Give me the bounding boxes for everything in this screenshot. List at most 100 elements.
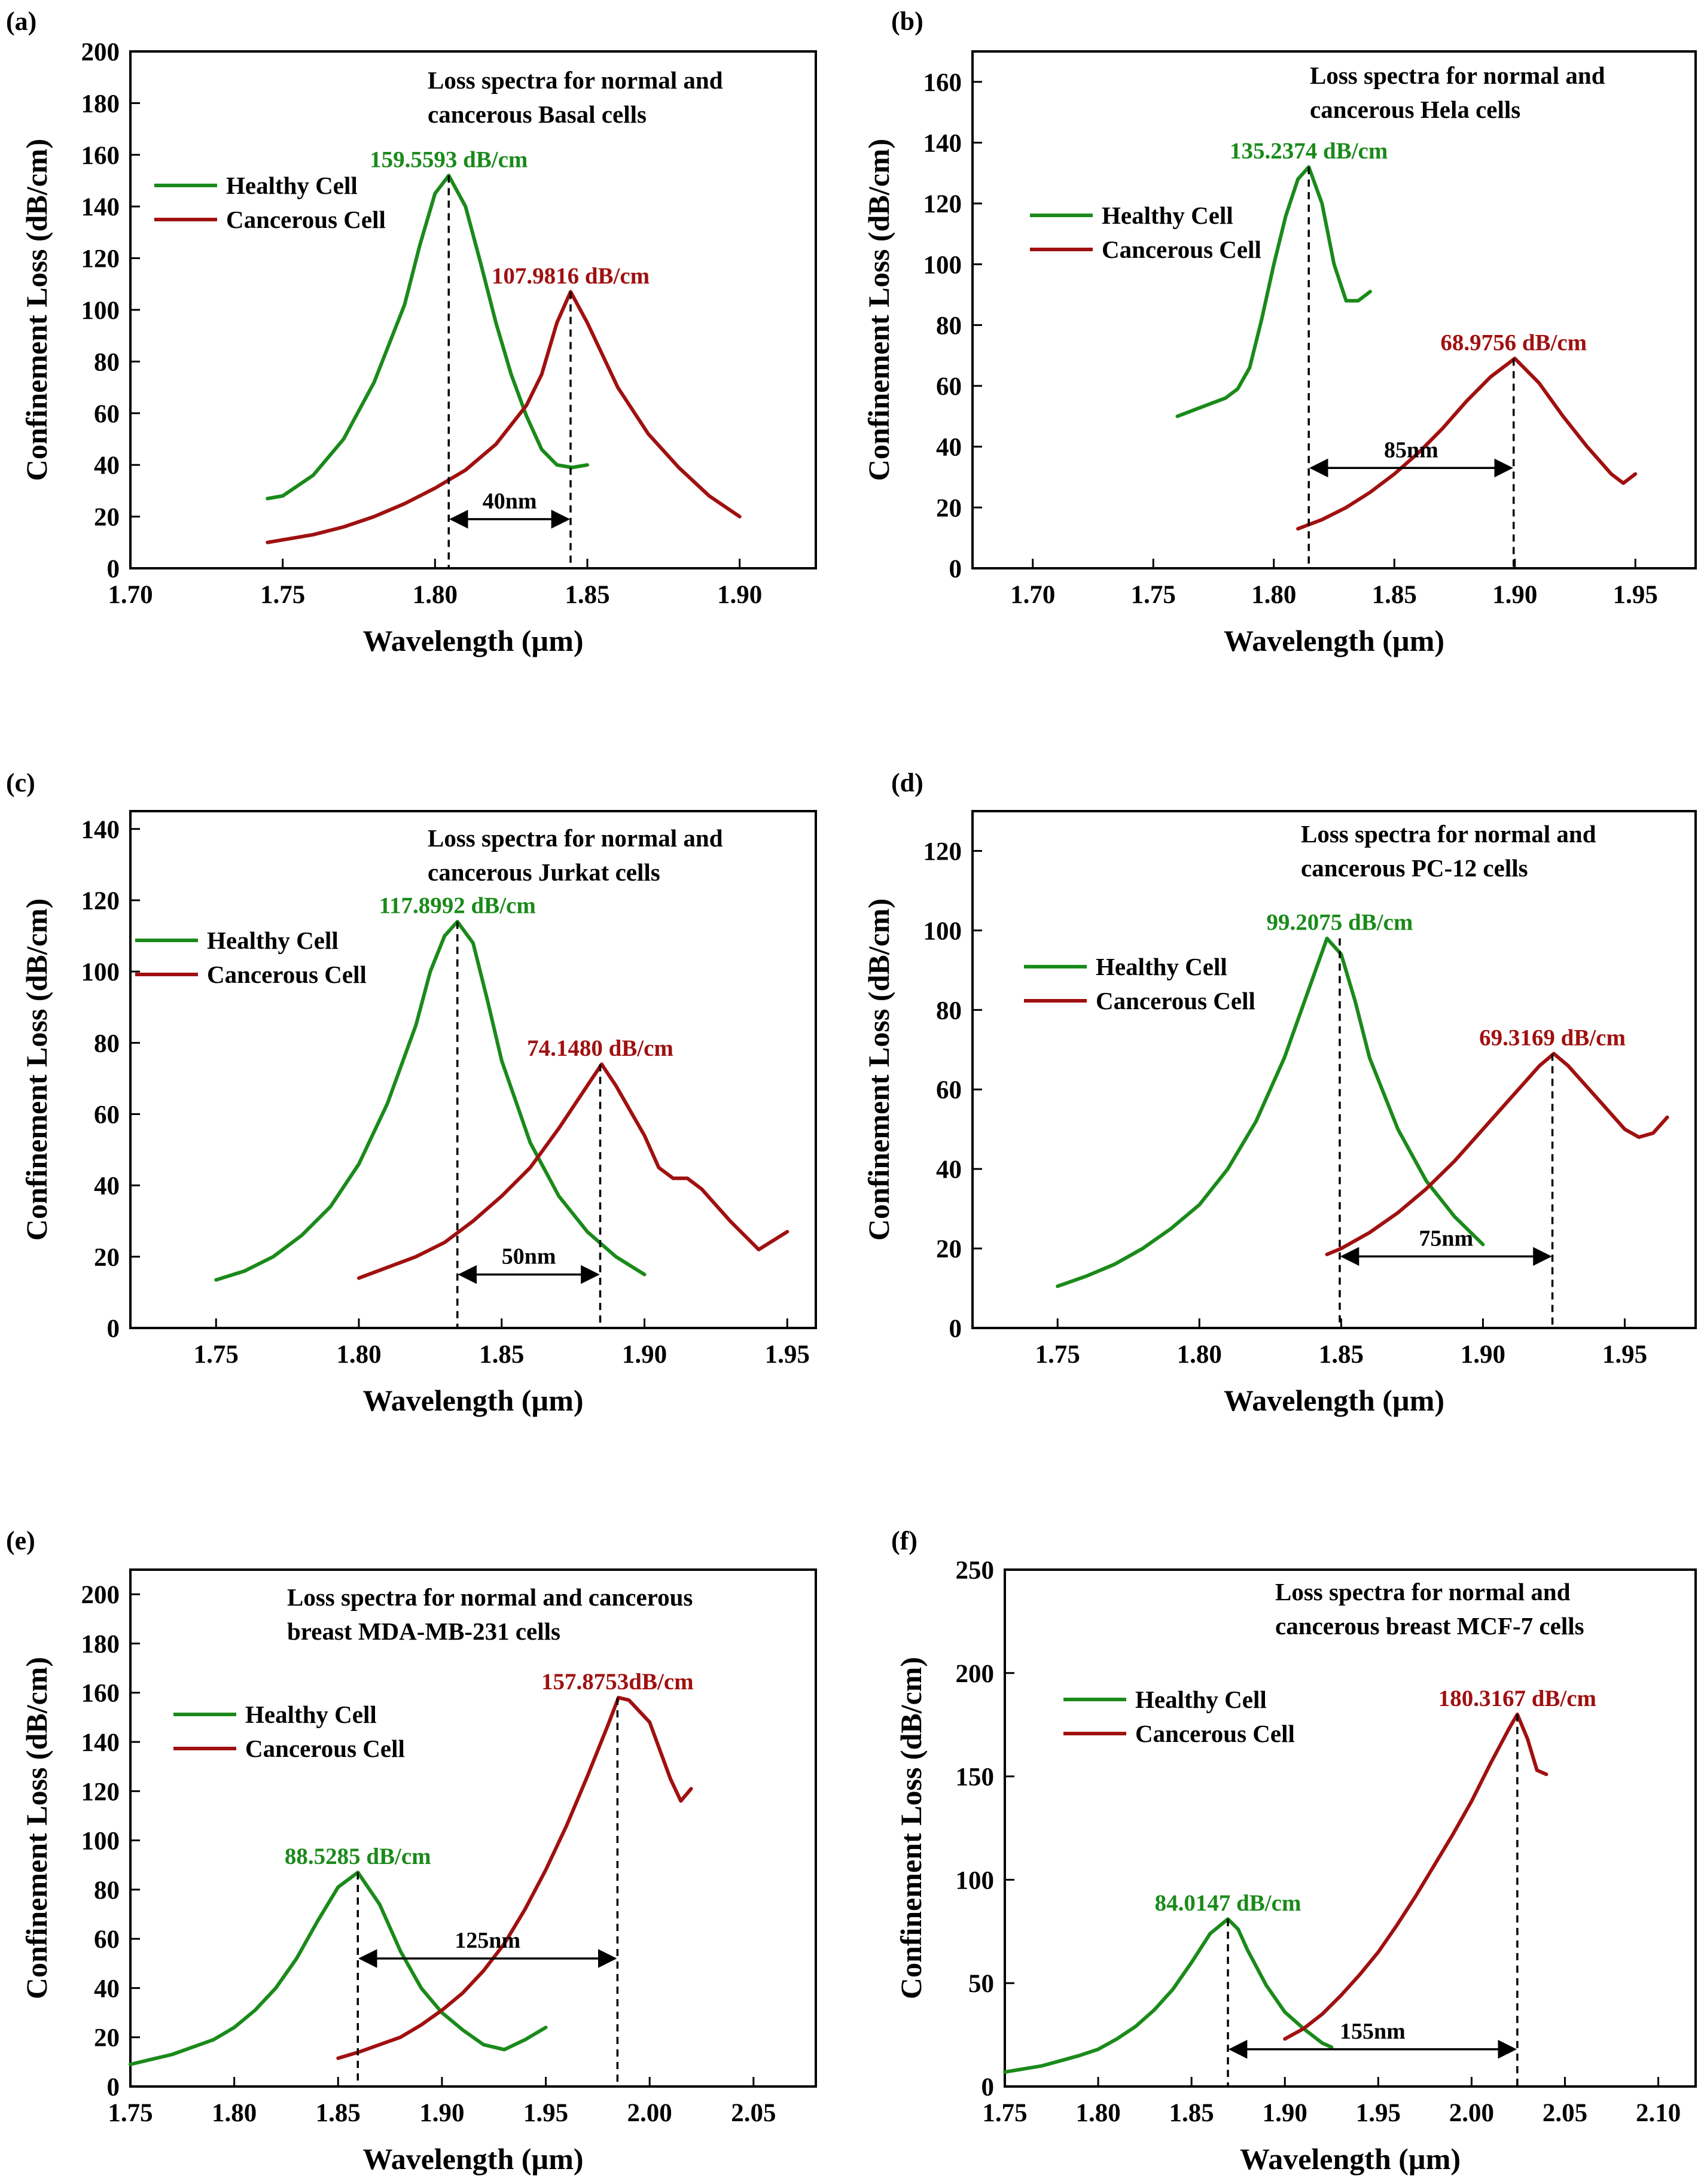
plot-frame <box>971 810 1697 1329</box>
x-tick-label: 2.10 <box>1636 2099 1681 2127</box>
cancerous-cell-curve <box>357 1062 789 1280</box>
healthy-cell-curve <box>266 173 589 501</box>
legend-label: Cancerous Cell <box>245 1735 405 1762</box>
wavelength-shift-label: 75nm <box>1419 1226 1473 1251</box>
x-tick-label: 1.75 <box>1035 1341 1080 1369</box>
legend-label: Healthy Cell <box>1102 202 1233 229</box>
legend-label: Cancerous Cell <box>1096 987 1255 1015</box>
cancerous-cell-curve <box>336 1695 693 2060</box>
panel-label: (b) <box>891 7 923 36</box>
healthy-cell-curve <box>1056 936 1485 1289</box>
x-tick-label: 1.90 <box>622 1341 667 1369</box>
y-tick-label: 60 <box>94 400 120 428</box>
panel-b: (b) 1.70 1.75 1.80 1.85 1.90 1.95 0 20 40 60 80 100 1… <box>862 7 1697 657</box>
x-tick-label: 1.75 <box>982 2099 1027 2127</box>
y-tick-label: 180 <box>81 90 120 118</box>
wavelength-shift-label: 40nm <box>483 489 537 514</box>
plot-frame <box>129 810 817 1329</box>
chart-title-line: Loss spectra for normal and cancerous <box>287 1583 693 1611</box>
y-tick-label: 80 <box>94 1029 120 1058</box>
wavelength-shift-label: 125nm <box>455 1928 520 1953</box>
y-tick-label: 40 <box>94 1172 120 1201</box>
y-tick-label: 60 <box>94 1101 120 1129</box>
healthy-peak-label: 159.5593 dB/cm <box>370 147 528 172</box>
x-tick-label: 1.85 <box>1372 581 1417 609</box>
y-axis-title: Confinement Loss (dB/cm) <box>862 139 895 481</box>
y-tick-label: 120 <box>81 245 120 273</box>
y-tick-label: 0 <box>949 555 962 583</box>
plot-frame <box>971 50 1697 569</box>
x-tick-label: 1.85 <box>1319 1341 1364 1369</box>
y-axis-title: Confinement Loss (dB/cm) <box>894 1657 928 1999</box>
healthy-cell-curve <box>1175 165 1372 418</box>
chart-title-line: Loss spectra for normal and <box>428 66 723 94</box>
legend-label: Healthy Cell <box>1135 1686 1267 1713</box>
y-tick-label: 20 <box>936 1235 962 1263</box>
cancerous-cell-curve <box>1296 357 1638 531</box>
x-tick-label: 1.80 <box>1075 2099 1120 2127</box>
x-tick-label: 1.95 <box>1613 581 1658 609</box>
y-tick-label: 80 <box>94 348 120 376</box>
y-tick-label: 100 <box>81 297 120 325</box>
x-tick-label: 1.90 <box>1492 581 1537 609</box>
x-tick-label: 1.75 <box>1131 581 1176 609</box>
plot-frame <box>129 50 817 569</box>
y-tick-label: 160 <box>81 142 120 170</box>
y-axis-title: Confinement Loss (dB/cm) <box>20 139 53 481</box>
y-tick-label: 250 <box>956 1556 995 1585</box>
cancerous-peak-label: 157.8753dB/cm <box>541 1669 694 1695</box>
y-tick-label: 20 <box>94 504 120 532</box>
x-tick-label: 1.90 <box>1461 1341 1505 1369</box>
y-tick-label: 40 <box>936 1156 962 1184</box>
panel-d: (d) 1.75 1.80 1.85 1.90 1.95 0 20 40 60 80 100 120 Wa… <box>862 768 1697 1417</box>
y-tick-label: 80 <box>936 997 962 1025</box>
y-tick-label: 0 <box>107 2073 120 2101</box>
x-tick-label: 2.05 <box>731 2099 776 2127</box>
cancerous-cell-curve <box>266 290 742 544</box>
wavelength-shift-label: 155nm <box>1340 2019 1406 2044</box>
panel-c: (c) 1.75 1.80 1.85 1.90 1.95 0 20 40 60 80 100 120 14… <box>6 768 817 1417</box>
cancerous-peak-label: 69.3169 dB/cm <box>1479 1025 1626 1050</box>
healthy-cell-curve <box>214 919 647 1282</box>
x-axis-title: Wavelength (µm) <box>362 2142 583 2176</box>
y-tick-label: 20 <box>94 1244 120 1272</box>
x-tick-label: 2.00 <box>627 2099 672 2127</box>
cancerous-peak-label: 107.9816 dB/cm <box>492 263 650 289</box>
y-tick-label: 60 <box>94 1926 120 1954</box>
panel-label: (c) <box>6 768 35 797</box>
y-tick-label: 200 <box>81 1581 120 1609</box>
plot-frame <box>129 1568 817 2088</box>
x-tick-label: 1.80 <box>212 2099 257 2127</box>
x-tick-label: 1.95 <box>523 2099 568 2127</box>
x-tick-label: 2.05 <box>1543 2099 1587 2127</box>
chart-title-line: breast MDA-MB-231 cells <box>287 1618 560 1645</box>
y-tick-label: 100 <box>81 958 120 986</box>
x-tick-label: 1.80 <box>336 1341 381 1369</box>
y-axis-title: Confinement Loss (dB/cm) <box>862 898 895 1241</box>
x-axis-title: Wavelength (µm) <box>1224 624 1444 657</box>
x-axis-title: Wavelength (µm) <box>362 624 583 657</box>
x-tick-label: 1.80 <box>413 581 458 609</box>
x-tick-label: 1.85 <box>316 2099 361 2127</box>
x-tick-label: 1.95 <box>1356 2099 1401 2127</box>
y-tick-label: 100 <box>956 1866 995 1894</box>
x-tick-label: 1.95 <box>765 1341 810 1369</box>
wavelength-shift-label: 85nm <box>1384 437 1438 462</box>
y-tick-label: 0 <box>107 1315 120 1343</box>
x-axis-title: Wavelength (µm) <box>1240 2142 1461 2176</box>
y-tick-label: 80 <box>936 312 962 340</box>
x-tick-label: 1.85 <box>479 1341 524 1369</box>
x-tick-label: 2.00 <box>1449 2099 1494 2127</box>
legend-label: Cancerous Cell <box>1102 236 1261 263</box>
chart-title-line: Loss spectra for normal and <box>428 824 723 852</box>
chart-title-line: Loss spectra for normal and <box>1275 1578 1571 1606</box>
legend-label: Cancerous Cell <box>1135 1720 1295 1747</box>
chart-title-line: cancerous Basal cells <box>428 100 647 128</box>
y-tick-label: 120 <box>81 1778 120 1806</box>
legend-label: Cancerous Cell <box>207 961 367 988</box>
y-tick-label: 140 <box>81 1729 120 1757</box>
healthy-cell-curve <box>1003 1917 1334 2074</box>
panel-label: (f) <box>891 1526 917 1555</box>
x-tick-label: 1.85 <box>565 581 609 609</box>
y-tick-label: 200 <box>81 38 120 66</box>
